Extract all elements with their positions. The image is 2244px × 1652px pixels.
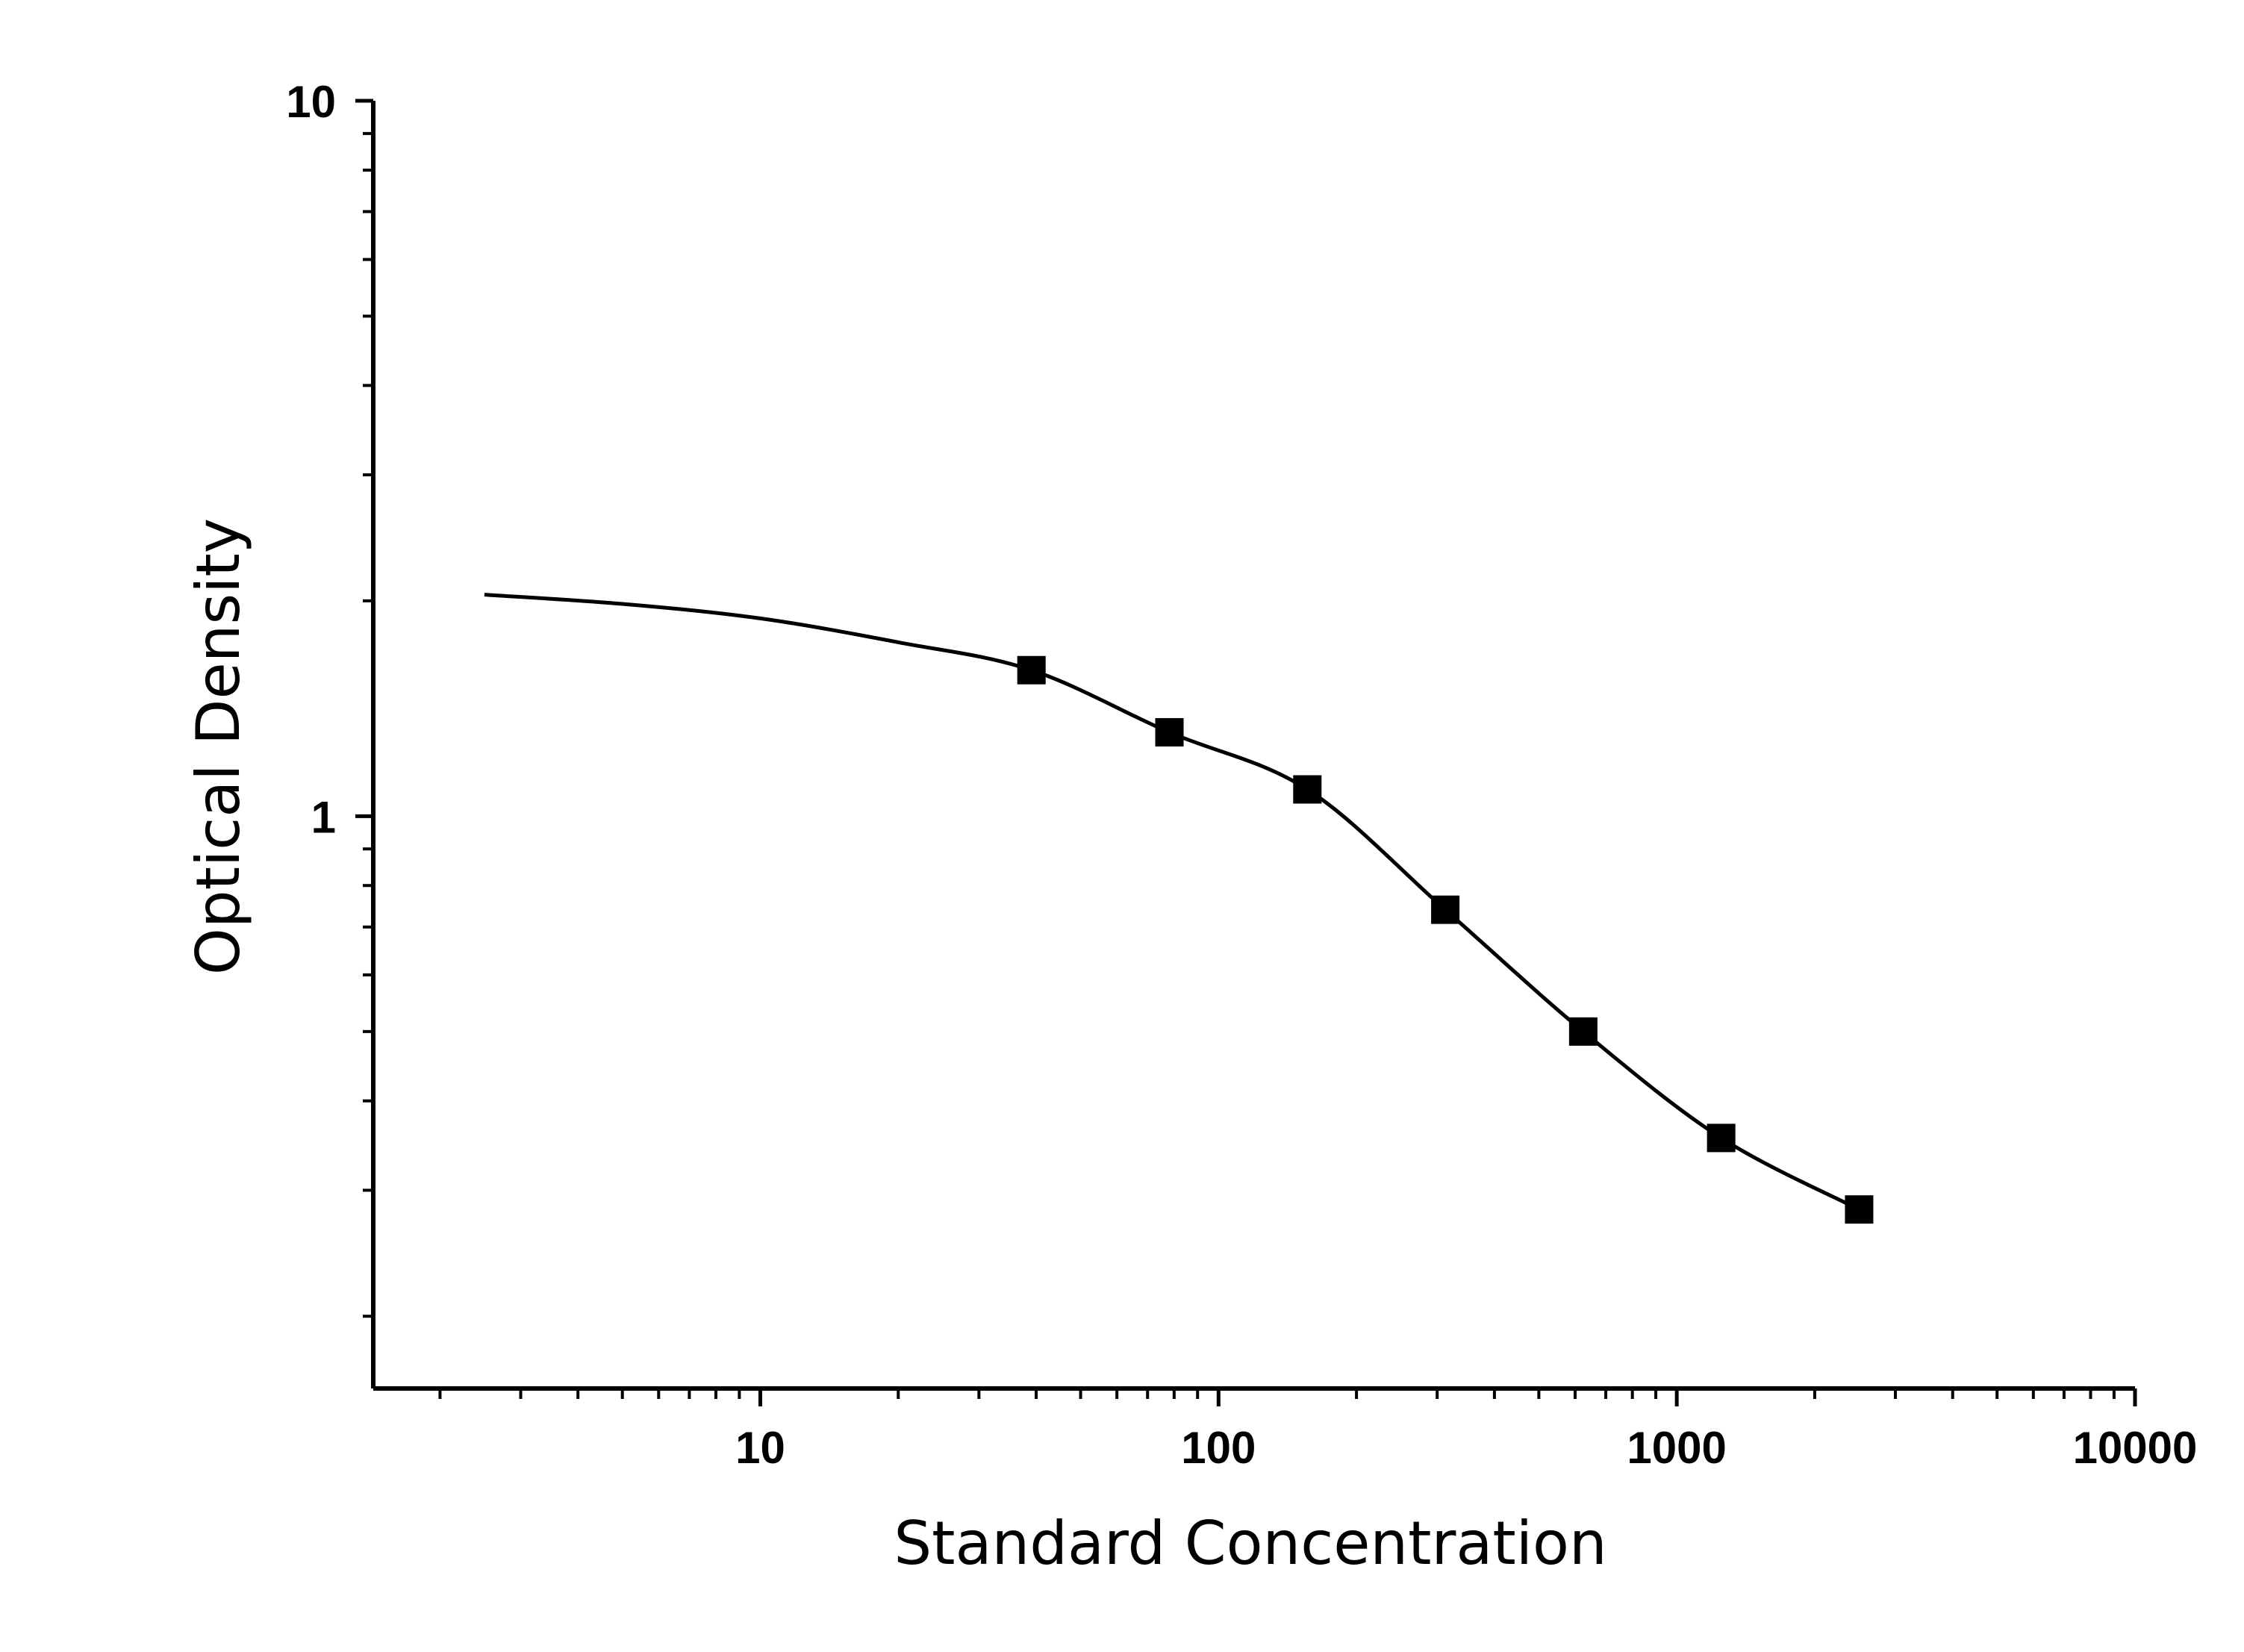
y-axis-label: Optical Density xyxy=(184,518,253,975)
y-axis-ticks xyxy=(355,99,373,1318)
x-axis-tick-labels: 10 100 1000 10000 xyxy=(735,1423,2197,1473)
x-axis-label: Standard Concentration xyxy=(894,1509,1606,1578)
data-point xyxy=(1017,655,1046,685)
data-point xyxy=(1568,1017,1598,1046)
x-tick-label: 10 xyxy=(735,1423,785,1473)
fit-curve xyxy=(484,593,1860,1212)
data-point xyxy=(1707,1123,1736,1153)
data-markers xyxy=(1017,655,1874,1224)
y-tick-label: 10 xyxy=(286,77,336,127)
x-tick-label: 10000 xyxy=(2073,1423,2198,1473)
data-point xyxy=(1155,717,1184,746)
data-point xyxy=(1845,1195,1874,1224)
data-point xyxy=(1293,775,1322,804)
x-tick-label: 1000 xyxy=(1627,1423,1726,1473)
y-axis-tick-labels: 1 10 xyxy=(286,77,336,842)
y-tick-label: 1 xyxy=(311,792,336,842)
x-tick-label: 100 xyxy=(1181,1423,1256,1473)
data-point xyxy=(1431,895,1460,924)
x-axis-ticks xyxy=(438,1388,2137,1406)
